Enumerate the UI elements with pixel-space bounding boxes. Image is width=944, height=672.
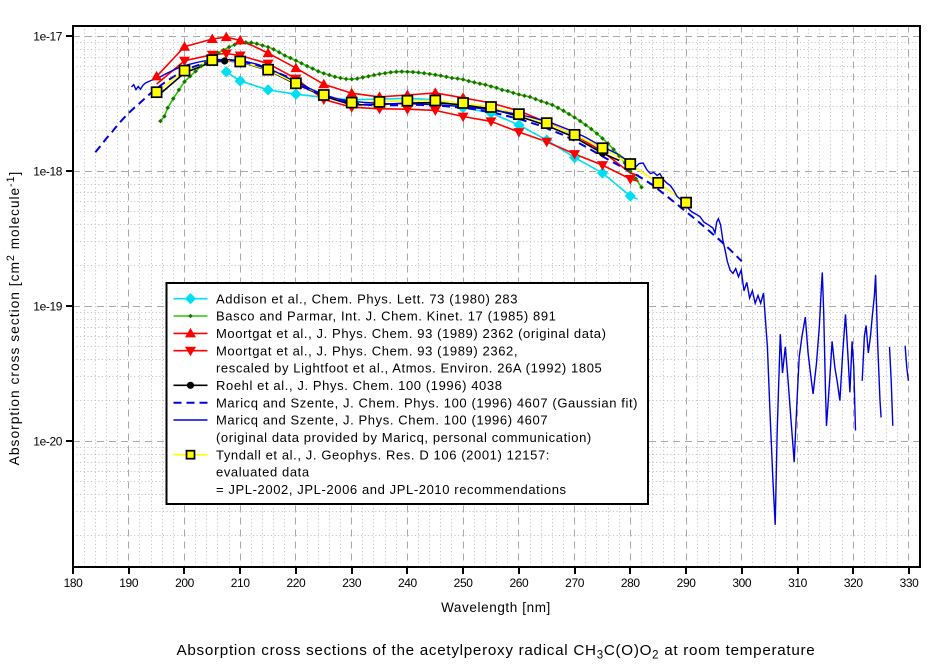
svg-text:Absorption cross section [cm2: Absorption cross section [cm2 molecule-1…	[5, 171, 22, 466]
svg-text:240: 240	[398, 576, 418, 590]
svg-text:250: 250	[454, 576, 474, 590]
svg-text:Basco and Parmar, Int. J. Chem: Basco and Parmar, Int. J. Chem. Kinet. 1…	[216, 309, 556, 324]
svg-text:210: 210	[231, 576, 251, 590]
svg-text:290: 290	[677, 576, 697, 590]
svg-text:Tyndall et al., J. Geophys. Re: Tyndall et al., J. Geophys. Res. D 106 (…	[216, 447, 550, 462]
svg-text:1e-18: 1e-18	[33, 165, 62, 179]
svg-text:300: 300	[732, 576, 752, 590]
svg-text:190: 190	[119, 576, 139, 590]
svg-text:Moortgat et al., J. Phys. Chem: Moortgat et al., J. Phys. Chem. 93 (1989…	[216, 343, 518, 358]
svg-text:Roehl et al., J. Phys. Chem. 1: Roehl et al., J. Phys. Chem. 100 (1996) …	[216, 378, 503, 393]
svg-text:270: 270	[565, 576, 585, 590]
svg-text:180: 180	[64, 576, 84, 590]
svg-text:330: 330	[900, 576, 920, 590]
svg-text:280: 280	[621, 576, 641, 590]
svg-text:230: 230	[342, 576, 362, 590]
svg-text:Absorption cross sections of t: Absorption cross sections of the acetylp…	[177, 642, 816, 662]
svg-text:260: 260	[509, 576, 529, 590]
svg-text:= JPL-2002, JPL-2006 and JPL-2: = JPL-2002, JPL-2006 and JPL-2010 recomm…	[216, 482, 567, 497]
svg-text:evaluated data: evaluated data	[216, 465, 310, 480]
svg-text:1e-20: 1e-20	[33, 435, 62, 449]
svg-text:Maricq and Szente, J. Chem. Ph: Maricq and Szente, J. Chem. Phys. 100 (1…	[216, 395, 638, 410]
svg-text:1e-17: 1e-17	[33, 30, 62, 44]
svg-text:rescaled by Lightfoot et al.,: rescaled by Lightfoot et al., Atmos. Env…	[216, 361, 602, 376]
svg-text:Moortgat et al., J. Phys. Chem: Moortgat et al., J. Phys. Chem. 93 (1989…	[216, 326, 607, 341]
svg-text:200: 200	[175, 576, 195, 590]
svg-text:(original data provided by Mar: (original data provided by Maricq, perso…	[216, 430, 592, 445]
svg-text:310: 310	[788, 576, 808, 590]
svg-text:320: 320	[844, 576, 864, 590]
svg-text:Wavelength [nm]: Wavelength [nm]	[441, 600, 551, 615]
svg-text:1e-19: 1e-19	[33, 300, 62, 314]
svg-text:Maricq and Szente, J. Phys. Ch: Maricq and Szente, J. Phys. Chem. 100 (1…	[216, 413, 548, 428]
svg-text:220: 220	[286, 576, 306, 590]
svg-text:Addison et al., Chem. Phys. Le: Addison et al., Chem. Phys. Lett. 73 (19…	[216, 291, 518, 306]
